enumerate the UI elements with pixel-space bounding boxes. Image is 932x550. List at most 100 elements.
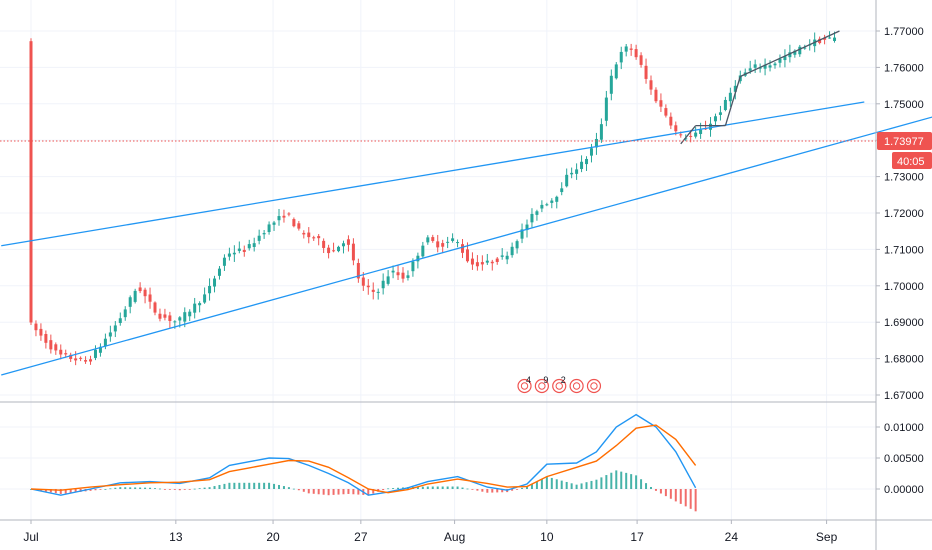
event-icon-inner <box>590 382 598 390</box>
event-icon <box>569 378 584 394</box>
histogram-bar <box>287 487 290 489</box>
histogram-bar <box>124 487 127 489</box>
event-icon-inner <box>572 382 581 390</box>
candle <box>505 251 509 265</box>
candle-body <box>798 46 802 55</box>
histogram-bar <box>545 476 548 489</box>
event-markers[interactable]: 4 9 2 <box>517 375 602 394</box>
candle-body <box>332 250 336 252</box>
histogram-bar <box>387 488 390 490</box>
candle-body <box>500 255 504 257</box>
candle <box>768 60 772 72</box>
histogram-bar <box>297 489 300 491</box>
candle <box>386 270 390 286</box>
candle <box>426 235 430 245</box>
candle <box>475 255 479 271</box>
candle-body <box>644 65 648 79</box>
candle <box>728 87 732 107</box>
candle-body <box>699 129 703 135</box>
candle-body <box>748 68 752 71</box>
histogram-bar <box>218 484 221 489</box>
histogram-bar <box>451 486 454 489</box>
candle-body <box>599 124 603 140</box>
histogram-bar <box>650 486 652 489</box>
histogram-bar <box>188 489 191 490</box>
candle <box>550 198 554 209</box>
candle-body <box>292 219 296 227</box>
drawn-lines[interactable] <box>0 30 932 376</box>
histogram-bar <box>496 489 499 493</box>
macd-tick-label: 0.01000 <box>884 422 924 434</box>
price-tick-label: 1.77000 <box>884 26 924 38</box>
date-tick-label: 10 <box>540 530 554 544</box>
candle-body <box>138 287 142 292</box>
candle <box>287 212 291 217</box>
candle <box>763 58 767 76</box>
histogram-bar <box>535 481 538 489</box>
histogram-bar <box>208 487 211 489</box>
candle-body <box>341 243 345 247</box>
candle <box>793 49 797 58</box>
histogram-bar <box>580 483 583 489</box>
histogram-bar <box>357 489 360 495</box>
candle <box>436 234 440 253</box>
histogram-bar <box>620 471 623 489</box>
candle <box>346 235 350 252</box>
candle <box>441 239 445 253</box>
trend-segment <box>724 76 741 126</box>
candle-body <box>694 132 698 137</box>
candle <box>153 301 157 316</box>
candle-body <box>272 222 276 225</box>
candle-body <box>570 172 574 175</box>
histogram-bar <box>347 489 350 494</box>
candle-body <box>505 255 509 260</box>
candle <box>89 355 93 365</box>
candle <box>619 46 623 70</box>
histogram-bar <box>466 488 469 490</box>
candle-body <box>713 116 717 122</box>
candle-body <box>545 204 549 206</box>
candle-body <box>29 41 33 323</box>
candle-body <box>461 244 465 253</box>
histogram-bar <box>689 489 692 509</box>
candle-body <box>163 314 167 318</box>
histogram-bar <box>317 489 320 495</box>
candle-body <box>664 108 668 116</box>
histogram-bar <box>630 474 633 489</box>
candle-body <box>555 196 559 202</box>
histogram-bar <box>322 489 325 495</box>
candle <box>282 209 286 223</box>
candle <box>599 118 603 143</box>
candle-body <box>64 353 68 355</box>
candle <box>609 69 613 101</box>
candle <box>669 112 673 130</box>
candle-body <box>575 169 579 174</box>
candle-body <box>416 255 420 262</box>
histogram-bar <box>178 489 181 491</box>
candle-body <box>237 248 241 251</box>
event-icon <box>517 378 532 394</box>
candle-body <box>193 303 197 313</box>
candle-body <box>128 297 132 307</box>
candle <box>733 80 737 100</box>
grid <box>0 0 876 520</box>
histogram-bar <box>694 489 697 512</box>
histogram-bar <box>610 472 613 489</box>
candle-body <box>525 224 529 231</box>
candle <box>723 96 727 112</box>
candle <box>510 242 514 258</box>
histogram-bar <box>342 489 345 495</box>
candle-body <box>436 241 440 248</box>
histogram-bar <box>476 489 479 491</box>
histogram-bar <box>426 486 429 489</box>
candle-body <box>426 237 430 243</box>
candle <box>79 356 83 362</box>
date-tick-label: 17 <box>630 530 644 544</box>
candle-body <box>34 323 38 331</box>
candle-body <box>485 260 489 263</box>
candle-body <box>317 236 321 239</box>
histogram-bar <box>669 489 672 499</box>
candle-body <box>277 216 281 221</box>
candle <box>470 252 474 270</box>
